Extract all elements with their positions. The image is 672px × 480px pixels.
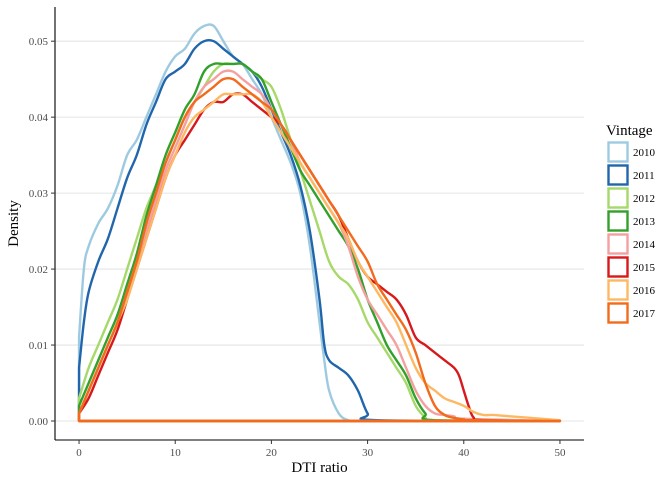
y-ticks: 0.00 0.01 0.02 0.03 0.04 0.05 <box>29 36 55 428</box>
series-line-2011 <box>77 39 562 423</box>
y-tick-label-0: 0.00 <box>29 416 49 428</box>
legend-label-2016: 2016 <box>633 285 656 297</box>
legend-key-2016 <box>607 279 629 301</box>
x-tick-label-2: 20 <box>266 447 278 459</box>
legend-key-2011 <box>607 164 629 186</box>
series-line-2017 <box>77 77 562 423</box>
legend-key-2017 <box>607 302 629 324</box>
series-line-2016 <box>77 92 562 423</box>
y-tick-label-4: 0.04 <box>29 112 49 124</box>
series-line-2013 <box>77 62 562 423</box>
y-tick-label-5: 0.05 <box>29 36 49 48</box>
series-line-2012 <box>77 62 562 423</box>
legend-label-2013: 2013 <box>633 216 656 228</box>
legend-label-2017: 2017 <box>633 308 656 320</box>
y-tick-label-3: 0.03 <box>29 188 49 200</box>
legend-title: Vintage <box>606 123 653 139</box>
series-line-2010 <box>77 23 562 423</box>
series-line-2015 <box>77 92 562 423</box>
x-tick-label-5: 50 <box>554 447 566 459</box>
legend-key-2010 <box>607 141 629 163</box>
legend-key-2012 <box>607 187 629 209</box>
x-ticks: 0 10 20 30 40 50 <box>76 440 566 459</box>
y-tick-label-2: 0.02 <box>29 264 48 276</box>
x-tick-label-3: 30 <box>362 447 374 459</box>
series-line-2014 <box>77 69 562 423</box>
legend-key-2014 <box>607 233 629 255</box>
legend-label-2012: 2012 <box>633 193 655 205</box>
legend: Vintage 2010 2011 2012 2013 2014 2015 2016 2017 <box>606 123 656 324</box>
x-tick-label-0: 0 <box>76 447 82 459</box>
y-tick-label-1: 0.01 <box>29 340 48 352</box>
series-layer <box>77 23 562 423</box>
legend-key-2015 <box>607 256 629 278</box>
x-axis-title: DTI ratio <box>291 460 347 476</box>
legend-label-2011: 2011 <box>633 170 655 182</box>
axes <box>54 7 584 441</box>
legend-label-2014: 2014 <box>633 239 656 251</box>
legend-label-2015: 2015 <box>633 262 656 274</box>
legend-key-2013 <box>607 210 629 232</box>
x-tick-label-1: 10 <box>170 447 182 459</box>
y-axis-title: Density <box>6 200 22 247</box>
legend-label-2010: 2010 <box>633 147 656 159</box>
x-tick-label-4: 40 <box>458 447 470 459</box>
